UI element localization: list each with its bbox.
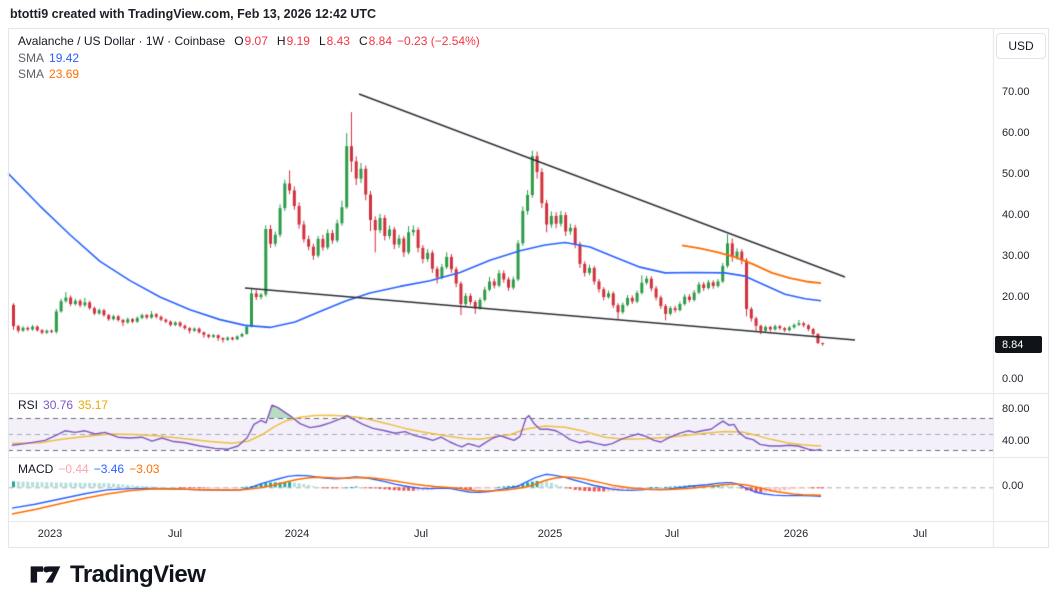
rsi-scale-label: 40.00 [1002, 435, 1030, 447]
ohlc-high: H 9.19 [276, 33, 310, 48]
sma1-legend-row: SMA 19.42 [18, 50, 79, 65]
price-scale-label: 60.00 [1002, 127, 1030, 140]
macd-scale-label: 0.00 [1002, 480, 1024, 493]
symbol-description: Avalanche / US Dollar · 1W · Coinbase [18, 33, 226, 48]
time-axis-label: 2023 [37, 528, 63, 540]
price-scale-label: 30.00 [1002, 250, 1030, 263]
time-axis-label: 2025 [537, 528, 563, 540]
macd-label: MACD [18, 461, 54, 476]
price-scale-label: 50.00 [1002, 168, 1030, 181]
rsi-ma-value: 35.17 [78, 397, 109, 412]
macd-line-value: −3.46 [93, 461, 125, 476]
sma2-legend-row: SMA 23.69 [18, 66, 79, 81]
snapshot-attribution-title: btotti9 created with TradingView.com, Fe… [10, 7, 377, 21]
time-axis-label: Jul [413, 528, 429, 540]
price-scale-label: 40.00 [1002, 209, 1030, 222]
ohlc-low: L 8.43 [318, 33, 350, 48]
time-axis-label: Jul [912, 528, 928, 540]
ohlc-open: O 9.07 [234, 33, 268, 48]
tradingview-logo[interactable]: TradingView [30, 560, 206, 589]
symbol-legend-row: Avalanche / US Dollar · 1W · Coinbase O … [18, 33, 480, 48]
price-change: −0.23 (−2.54%) [397, 33, 480, 48]
last-price-badge: 8.84 [995, 336, 1042, 353]
price-scale-label: 20.00 [1002, 291, 1030, 304]
macd-signal-value: −3.03 [129, 461, 160, 476]
time-axis-label: Jul [664, 528, 680, 540]
time-axis-label: Jul [167, 528, 183, 540]
price-scale-label: 70.00 [1002, 86, 1030, 99]
macd-hist-value: −0.44 [58, 461, 89, 476]
sma1-label: SMA [18, 50, 45, 65]
rsi-legend-row: RSI 30.76 35.17 [18, 397, 108, 412]
sma2-label: SMA [18, 66, 45, 81]
rsi-scale-label: 80.00 [1002, 403, 1030, 415]
rsi-value: 30.76 [43, 397, 74, 412]
ohlc-close: C 8.84 [358, 33, 393, 48]
macd-legend-row: MACD −0.44 −3.46 −3.03 [18, 461, 159, 476]
time-axis-label: 2024 [284, 528, 310, 540]
time-axis-label: 2026 [783, 528, 809, 540]
sma1-value: 19.42 [49, 50, 80, 65]
currency-toggle-button[interactable]: USD [996, 33, 1046, 59]
price-scale-label: 0.00 [1002, 373, 1024, 386]
tradingview-logo-icon [30, 566, 61, 583]
rsi-label: RSI [18, 397, 39, 412]
tradingview-logo-text: TradingView [70, 560, 206, 588]
sma2-value: 23.69 [49, 66, 80, 81]
